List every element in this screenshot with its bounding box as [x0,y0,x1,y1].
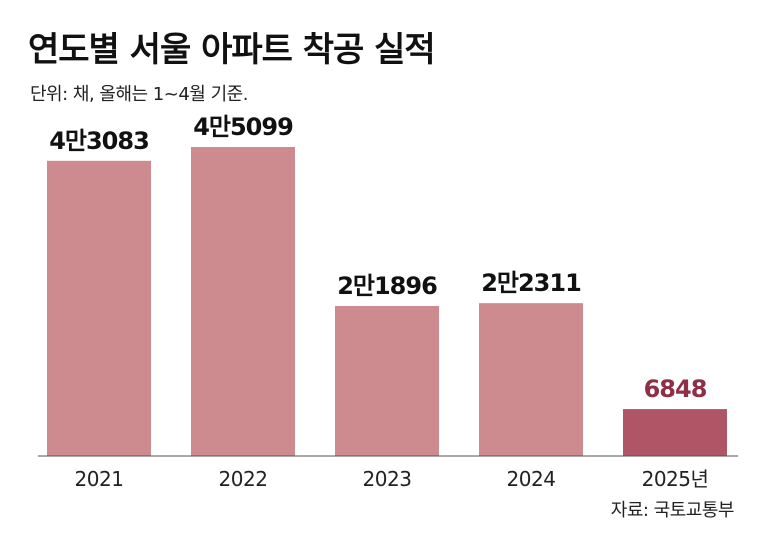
x-tick-label-2021: 2021 [75,467,124,491]
bar-2023 [335,305,439,456]
chart-title: 연도별 서울 아파트 착공 실적 [28,30,436,70]
bar-2024 [479,303,583,456]
x-tick-label-2022: 2022 [219,467,268,491]
bar-2025년 [623,409,727,456]
source-note: 자료: 국토교통부 [610,500,735,521]
value-label-2025년: 6848 [644,375,707,403]
bar-2022 [191,147,295,456]
value-label-2023: 2만1896 [337,272,437,300]
x-tick-label-2023: 2023 [363,467,412,491]
x-tick-label-2024: 2024 [507,467,556,491]
chart-subtitle: 단위: 채, 올해는 1~4월 기준. [30,84,248,105]
bar-2021 [47,160,151,456]
value-label-2022: 4만5099 [193,113,293,141]
value-label-2024: 2만2311 [481,269,581,297]
x-tick-label-2025년: 2025년 [642,467,709,491]
value-label-2021: 4만3083 [49,127,149,155]
